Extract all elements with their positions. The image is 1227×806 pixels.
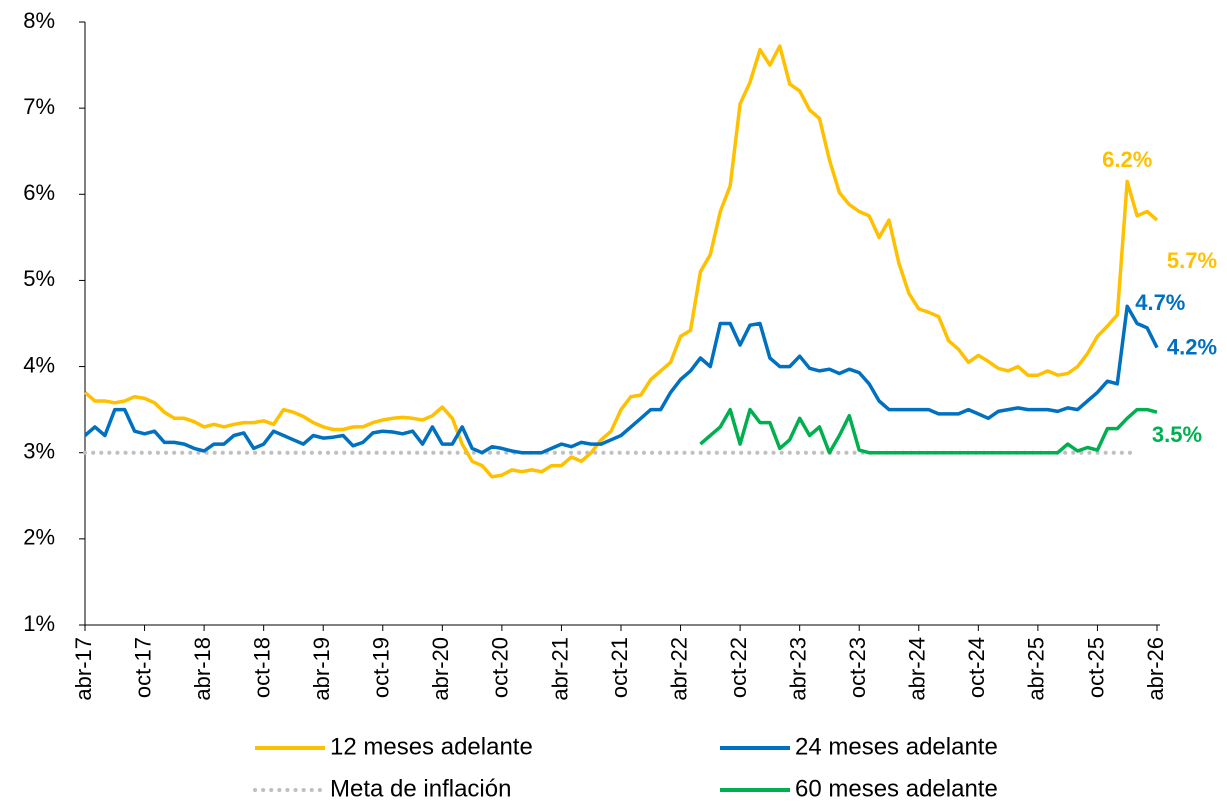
x-tick-label: abr-17: [71, 637, 96, 701]
legend-label: 60 meses adelante: [795, 775, 998, 802]
x-tick-label: abr-19: [309, 637, 334, 701]
x-tick-label: oct-23: [845, 637, 870, 698]
x-tick-label: abr-22: [666, 637, 691, 701]
y-tick-label: 4%: [23, 352, 55, 377]
series-line: [83, 44, 1159, 479]
x-tick-label: oct-18: [249, 637, 274, 698]
x-tick-label: oct-21: [607, 637, 632, 698]
value-label: 3.5%: [1152, 422, 1202, 447]
x-tick-label: abr-25: [1024, 637, 1049, 701]
y-tick-label: 5%: [23, 266, 55, 291]
y-tick-label: 3%: [23, 439, 55, 464]
x-tick-label: oct-22: [726, 637, 751, 698]
x-tick-label: abr-21: [547, 637, 572, 701]
x-tick-label: oct-25: [1083, 637, 1108, 698]
x-tick-label: abr-20: [428, 637, 453, 701]
legend-label: 24 meses adelante: [795, 733, 998, 760]
y-tick-label: 7%: [23, 94, 55, 119]
y-tick-label: 1%: [23, 611, 55, 636]
value-label: 4.2%: [1167, 334, 1217, 359]
x-tick-label: oct-19: [369, 637, 394, 698]
y-tick-label: 2%: [23, 525, 55, 550]
value-label: 4.7%: [1135, 290, 1185, 315]
y-tick-label: 6%: [23, 180, 55, 205]
x-tick-label: abr-18: [190, 637, 215, 701]
x-tick-label: abr-23: [785, 637, 810, 701]
series-line: [83, 304, 1159, 455]
series-line: [699, 407, 1158, 455]
x-tick-label: oct-17: [130, 637, 155, 698]
legend-label: Meta de inflación: [330, 775, 511, 802]
x-tick-label: abr-24: [905, 637, 930, 701]
x-tick-label: abr-26: [1143, 637, 1168, 701]
x-tick-label: oct-24: [964, 637, 989, 698]
value-label: 5.7%: [1167, 248, 1217, 273]
value-label: 6.2%: [1102, 147, 1152, 172]
x-tick-label: oct-20: [488, 637, 513, 698]
y-tick-label: 8%: [23, 8, 55, 33]
legend-label: 12 meses adelante: [330, 733, 533, 760]
